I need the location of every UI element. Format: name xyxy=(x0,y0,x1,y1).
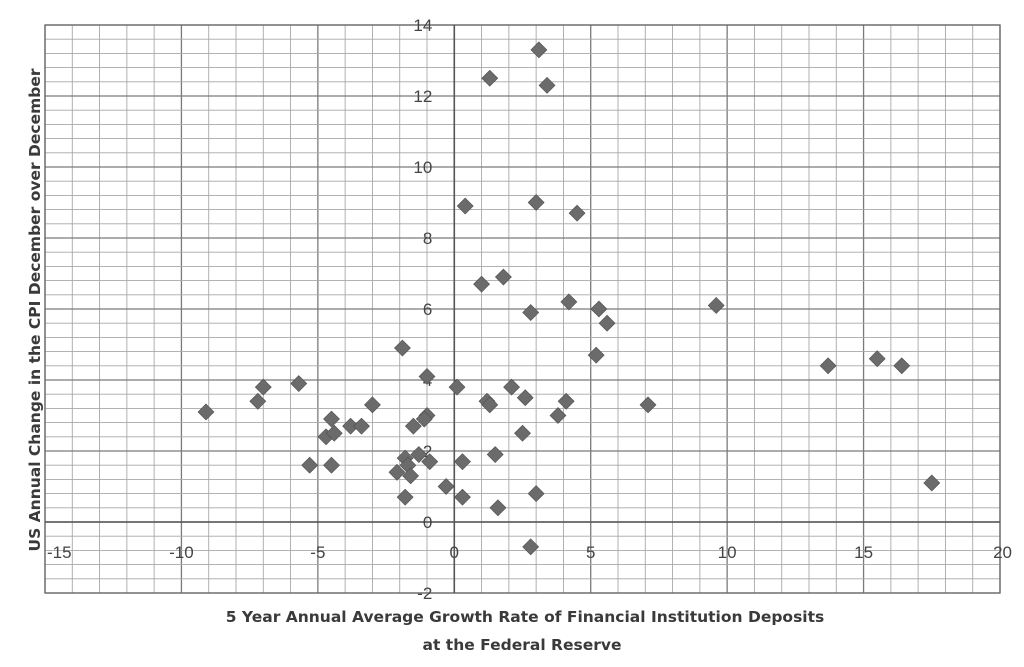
data-point xyxy=(415,410,433,428)
y-tick-label: 0 xyxy=(423,513,432,532)
data-point xyxy=(454,453,471,471)
y-tick-label: 2 xyxy=(423,442,432,461)
data-point xyxy=(587,346,605,364)
y-axis-title: US Annual Change in the CPI December ove… xyxy=(26,68,44,551)
data-point xyxy=(516,389,534,407)
x-tick-label: 0 xyxy=(450,543,459,562)
x-tick-label: -10 xyxy=(169,543,194,562)
data-point xyxy=(456,197,474,215)
data-point xyxy=(448,378,466,396)
data-point xyxy=(557,392,575,410)
data-point xyxy=(418,368,436,385)
data-point xyxy=(396,488,414,506)
x-tick-label: 20 xyxy=(993,543,1012,562)
data-point xyxy=(598,314,616,332)
data-point xyxy=(402,467,420,485)
data-point xyxy=(568,204,586,222)
data-point xyxy=(489,499,507,517)
y-tick-label: 12 xyxy=(413,87,432,106)
data-point xyxy=(481,69,499,87)
data-point xyxy=(323,410,340,428)
data-point xyxy=(522,304,540,321)
data-point xyxy=(486,446,504,463)
data-point xyxy=(197,403,215,421)
x-tick-label: -15 xyxy=(47,543,72,562)
data-point xyxy=(514,424,531,442)
y-tick-label: 8 xyxy=(423,229,432,248)
data-points xyxy=(197,41,941,556)
data-point xyxy=(893,357,911,375)
data-point xyxy=(301,456,319,474)
data-point xyxy=(522,538,540,556)
data-point xyxy=(388,463,406,481)
data-point xyxy=(503,378,521,396)
y-tick-label: 6 xyxy=(423,300,432,319)
x-tick-label: 10 xyxy=(718,543,737,562)
data-point xyxy=(538,76,556,94)
data-point xyxy=(549,407,567,424)
data-point xyxy=(473,275,490,293)
data-point xyxy=(437,478,455,495)
data-point xyxy=(404,417,422,435)
plot-border xyxy=(44,24,1001,594)
data-point xyxy=(707,297,725,314)
data-point xyxy=(923,474,941,492)
data-point xyxy=(249,392,267,410)
data-point xyxy=(530,41,548,59)
data-point xyxy=(325,424,343,442)
data-point xyxy=(868,350,886,368)
x-axis-title: 5 Year Annual Average Growth Rate of Fin… xyxy=(226,608,825,626)
data-point xyxy=(254,378,272,396)
data-point xyxy=(639,396,657,414)
data-point xyxy=(353,417,370,435)
data-point xyxy=(560,293,578,311)
y-tick-label: 14 xyxy=(413,16,432,35)
x-tick-label: 15 xyxy=(854,543,873,562)
data-point xyxy=(410,446,428,463)
x-tick-label: -5 xyxy=(310,543,325,562)
data-point xyxy=(454,488,471,506)
grid-lines xyxy=(44,24,1001,594)
data-point xyxy=(421,453,439,471)
x-axis-title-line2: at the Federal Reserve xyxy=(423,636,622,654)
y-tick-label: 10 xyxy=(413,158,432,177)
data-point xyxy=(819,357,837,375)
data-point xyxy=(323,456,340,474)
data-point xyxy=(364,396,381,414)
data-point xyxy=(494,268,512,286)
data-point xyxy=(481,396,499,414)
data-point xyxy=(394,339,411,357)
data-point xyxy=(527,485,545,503)
data-point xyxy=(290,375,308,392)
x-tick-label: 5 xyxy=(586,543,595,562)
data-point xyxy=(590,300,608,318)
data-point xyxy=(527,194,545,211)
y-tick-label: -2 xyxy=(417,584,432,603)
